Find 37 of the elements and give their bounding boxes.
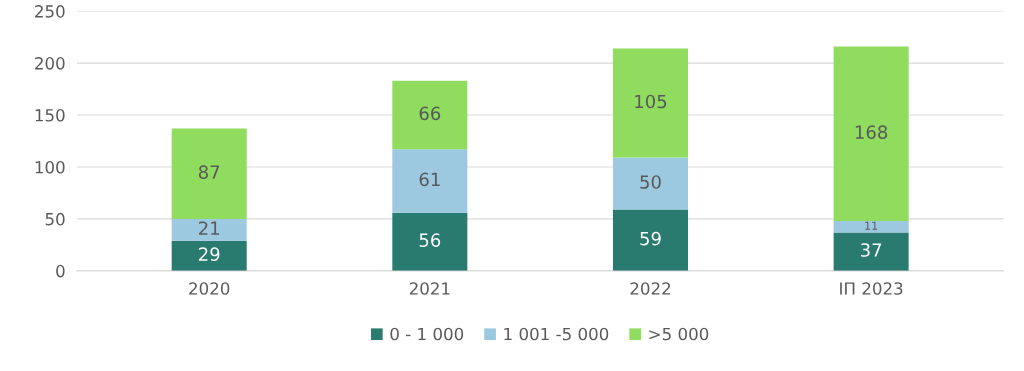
x-tick-label: 2020 <box>189 282 230 295</box>
data-label: 59 <box>640 231 661 246</box>
bar <box>612 209 688 271</box>
y-tick-label: 250 <box>35 5 65 18</box>
bar <box>392 149 468 213</box>
bar <box>392 212 468 271</box>
bar <box>833 232 909 271</box>
legend-label: >5 000 <box>649 327 709 341</box>
data-label: 11 <box>865 221 878 230</box>
data-label: 29 <box>199 247 220 262</box>
y-tick-label: 50 <box>45 212 65 226</box>
data-label: 168 <box>855 125 888 139</box>
y-tick-label: 100 <box>35 160 65 174</box>
x-tick-label: 2022 <box>630 282 671 295</box>
data-label: 21 <box>199 221 220 235</box>
bar <box>833 46 909 221</box>
bar <box>392 80 468 150</box>
data-label: 50 <box>640 175 661 189</box>
legend-label: 1 001 -5 000 <box>504 327 609 341</box>
x-tick-label: ІП 2023 <box>840 282 903 295</box>
x-tick-label: 2021 <box>409 282 450 295</box>
data-label: 87 <box>198 165 220 179</box>
bar <box>612 48 688 158</box>
data-label: 61 <box>419 172 440 187</box>
data-label: 105 <box>635 94 667 109</box>
legend-label: 0 - 1 000 <box>390 327 464 341</box>
bar <box>171 128 247 219</box>
bar <box>171 240 247 271</box>
data-label: 37 <box>861 243 882 257</box>
data-label: 56 <box>419 233 441 247</box>
bar <box>612 157 688 210</box>
y-tick-label: 150 <box>35 108 65 122</box>
bar <box>833 220 909 233</box>
y-tick-label: 0 <box>56 264 65 278</box>
bar <box>171 218 247 241</box>
data-label: 66 <box>419 106 441 121</box>
y-tick-label: 200 <box>35 57 65 70</box>
